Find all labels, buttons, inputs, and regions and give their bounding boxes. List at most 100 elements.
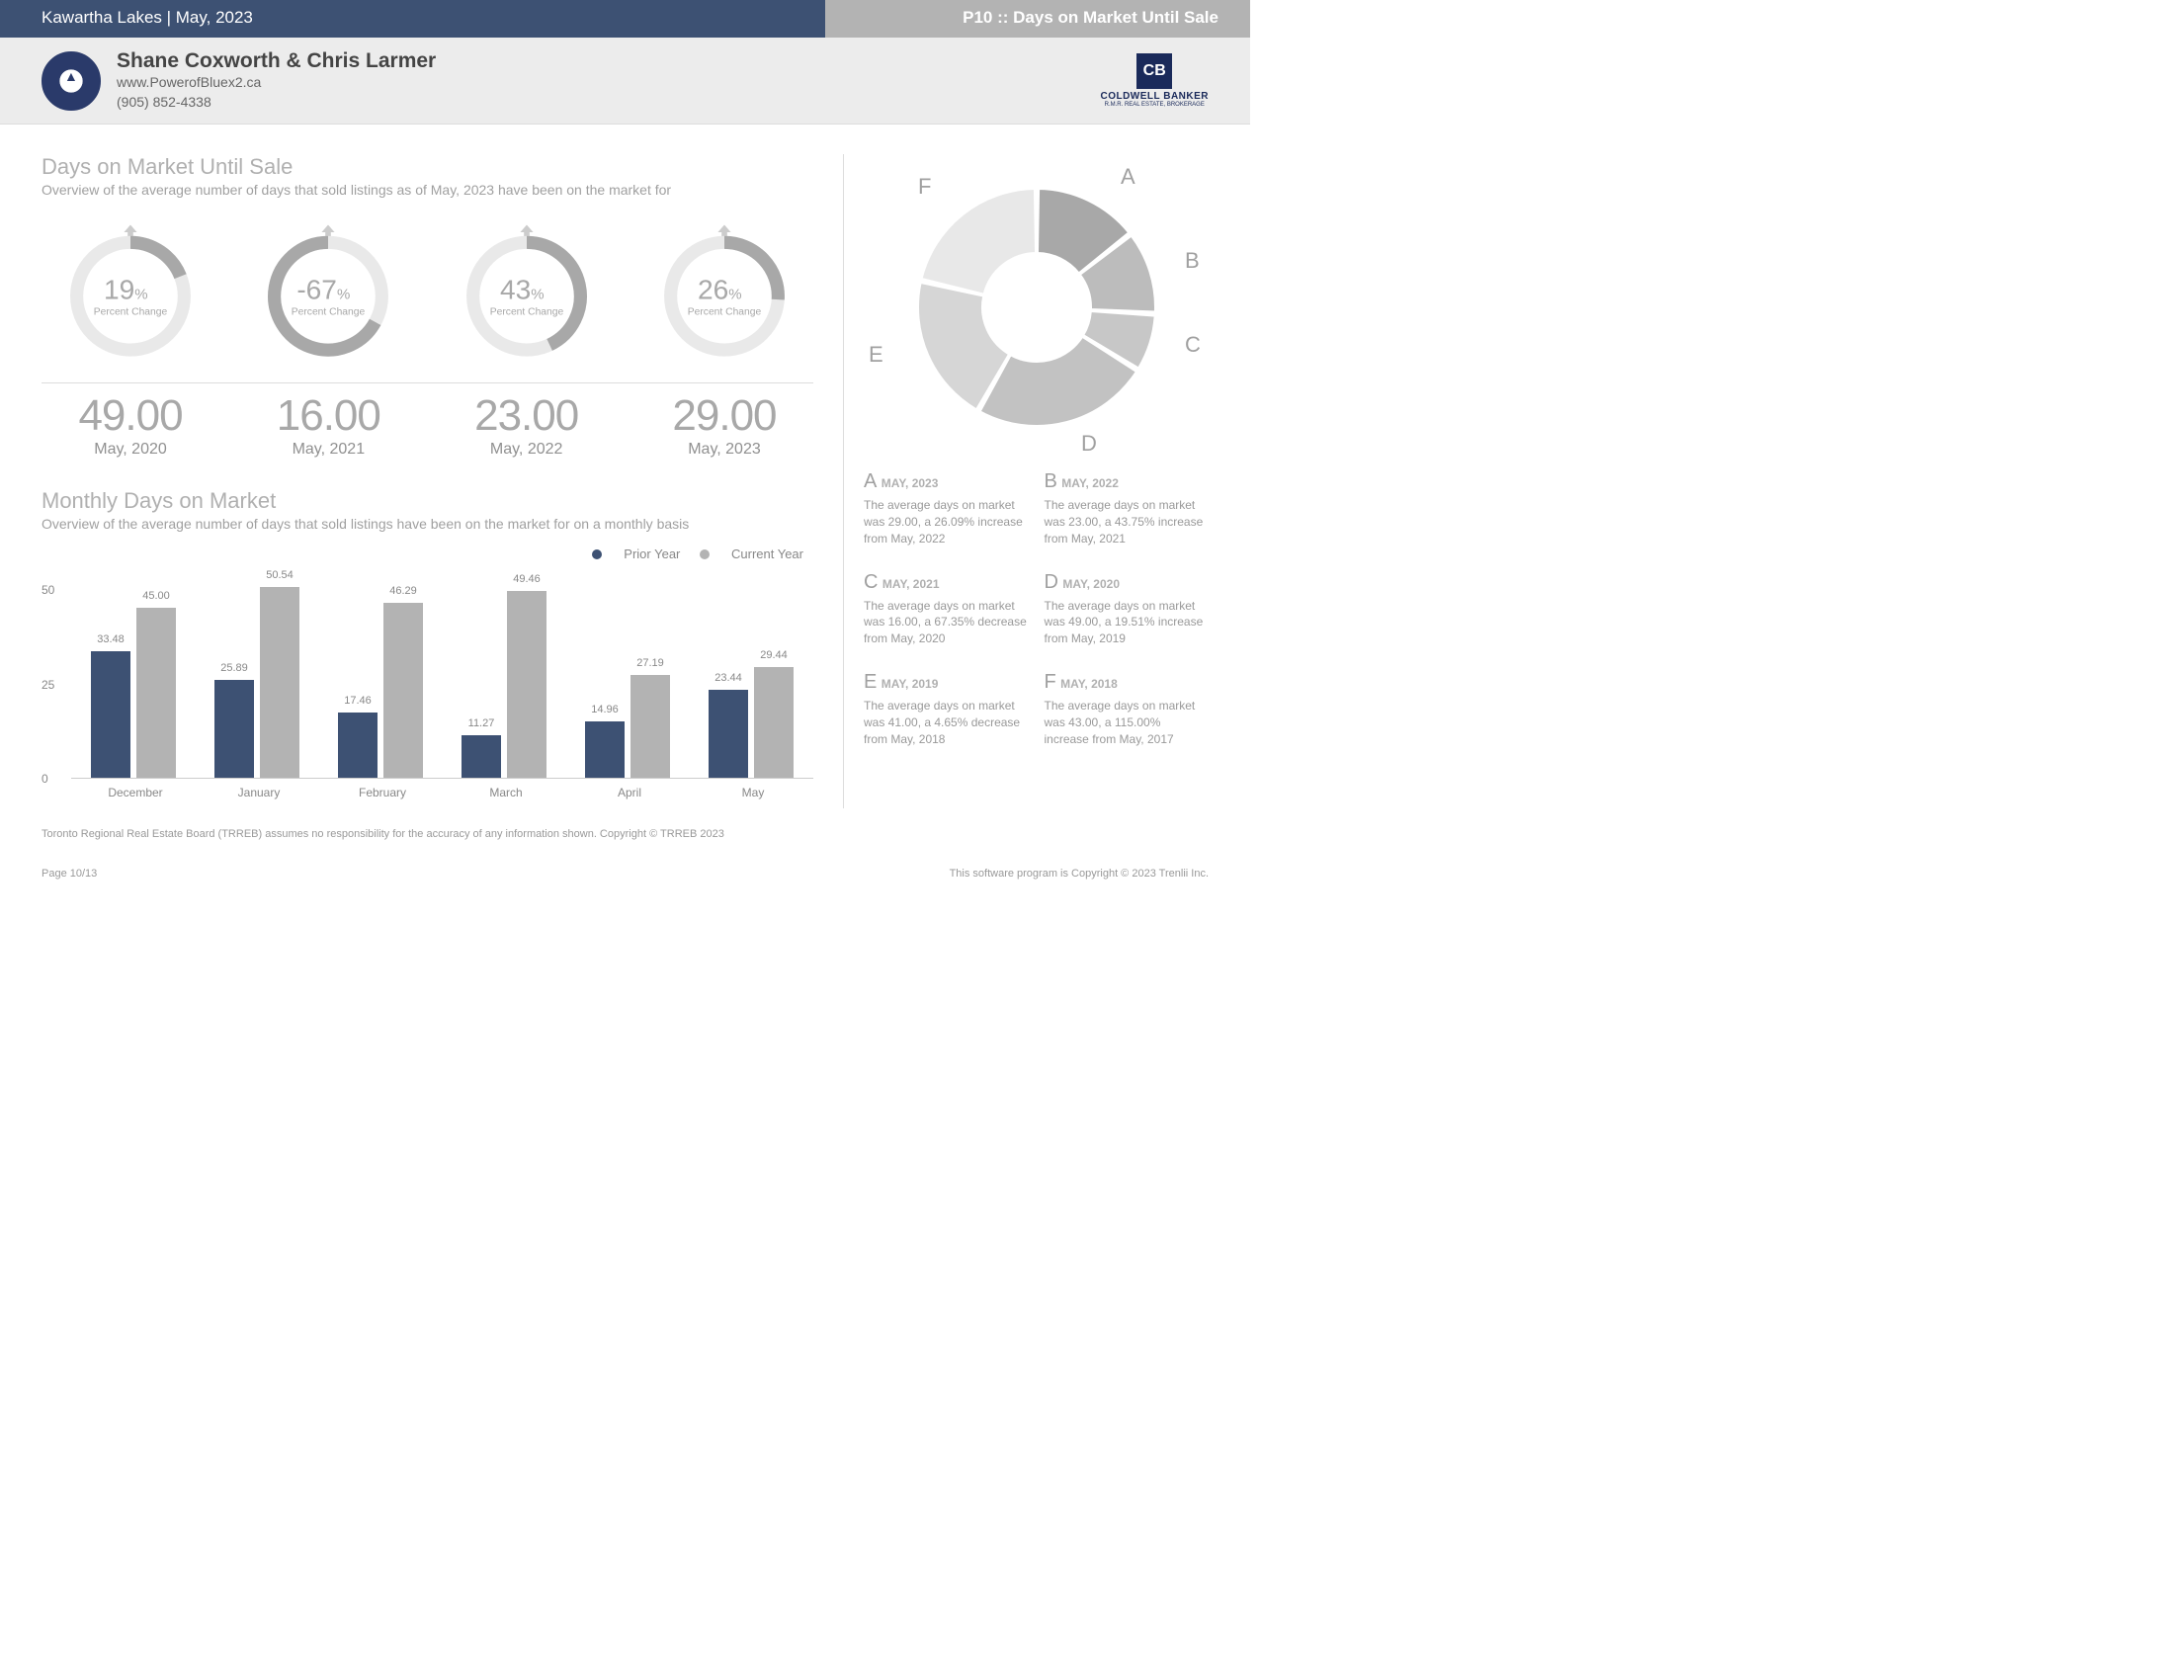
summary-E: E MAY, 2019 The average days on market w… [864,671,1029,747]
summary-A: A MAY, 2023 The average days on market w… [864,470,1029,546]
agent-phone: (905) 852-4338 [117,93,436,113]
big-num-0: 49.00 May, 2020 [42,391,219,459]
bar-current: 49.46 [507,591,546,778]
house-icon [717,225,730,238]
svg-text:19%: 19% [104,275,148,305]
left-column: Days on Market Until Sale Overview of th… [42,154,813,808]
bar-prior: 17.46 [338,713,378,779]
house-icon [322,225,335,238]
top-bar: Kawartha Lakes | May, 2023 P10 :: Days o… [0,0,1250,38]
section2-subtitle: Overview of the average number of days t… [42,516,813,532]
x-label: April [585,786,674,799]
gauges-row: 19% Percent Change -67% Percent Change 4… [42,217,813,383]
x-label: March [462,786,550,799]
bar-prior: 33.48 [91,651,130,778]
bar-group-January: 25.89 50.54 [214,587,303,778]
y-tick: 50 [42,583,54,597]
big-num-value: 49.00 [42,391,219,441]
big-num-date: May, 2020 [42,441,219,459]
svg-text:Percent Change: Percent Change [292,307,366,318]
x-label: January [214,786,303,799]
footer-disclaimer: Toronto Regional Real Estate Board (TRRE… [42,828,1209,840]
bar-current: 50.54 [260,587,299,778]
big-num-1: 16.00 May, 2021 [239,391,417,459]
bar-group-February: 17.46 46.29 [338,603,427,778]
summary-C: C MAY, 2021 The average days on market w… [864,571,1029,647]
svg-text:Percent Change: Percent Change [688,307,762,318]
bar-group-April: 14.96 27.19 [585,675,674,778]
brand-sub: R.M.R. REAL ESTATE, BROKERAGE [1100,102,1209,108]
big-num-date: May, 2021 [239,441,417,459]
bar-current: 45.00 [136,608,176,778]
bar-current: 46.29 [383,603,423,778]
y-tick: 25 [42,678,54,692]
donut-chart: ABCDEF [864,154,1209,461]
big-num-value: 16.00 [239,391,417,441]
bar-group-December: 33.48 45.00 [91,608,180,778]
summary-B: B MAY, 2022 The average days on market w… [1045,470,1210,546]
donut-seg-F [922,189,1036,294]
section2-title: Monthly Days on Market [42,488,813,514]
main-content: Days on Market Until Sale Overview of th… [0,125,1250,818]
big-numbers-row: 49.00 May, 2020 16.00 May, 2021 23.00 Ma… [42,391,813,459]
footer: Toronto Regional Real Estate Board (TRRE… [0,818,1250,899]
legend-current: Current Year [700,546,803,561]
donut-svg [864,154,1210,461]
section1-title: Days on Market Until Sale [42,154,813,180]
right-column: ABCDEF A MAY, 2023 The average days on m… [843,154,1209,808]
gauge-2: 43% Percent Change [438,217,616,371]
gauge-0: 19% Percent Change [42,217,219,371]
donut-label-F: F [918,174,931,200]
big-num-value: 23.00 [438,391,616,441]
bar-chart: Prior Year Current Year 02550 33.48 45.0… [42,551,813,808]
gauge-3: 26% Percent Change [635,217,813,371]
header: Shane Coxworth & Chris Larmer www.Powero… [0,38,1250,125]
gauge-1: -67% Percent Change [239,217,417,371]
x-label: February [338,786,427,799]
topbar-location: Kawartha Lakes | May, 2023 [0,0,825,38]
bar-prior: 23.44 [709,690,748,778]
summary-F: F MAY, 2018 The average days on market w… [1045,671,1210,747]
brand-name: COLDWELL BANKER [1100,91,1209,102]
svg-text:Percent Change: Percent Change [94,307,168,318]
bar-current: 29.44 [754,667,794,778]
svg-text:26%: 26% [698,275,742,305]
big-num-3: 29.00 May, 2023 [635,391,813,459]
footer-copyright: This software program is Copyright © 202… [950,868,1209,880]
legend-prior: Prior Year [592,546,680,561]
house-icon [520,225,533,238]
chart-legend: Prior Year Current Year [576,546,803,562]
svg-text:-67%: -67% [297,275,351,305]
summaries-grid: A MAY, 2023 The average days on market w… [864,470,1209,747]
bar-current: 27.19 [630,675,670,778]
donut-label-A: A [1121,164,1135,190]
donut-label-D: D [1081,431,1097,457]
x-label: May [709,786,798,799]
big-num-date: May, 2022 [438,441,616,459]
agent-info: Shane Coxworth & Chris Larmer www.Powero… [117,49,436,112]
svg-text:Percent Change: Percent Change [489,307,563,318]
chart-area: 02550 33.48 45.00 December 25.89 50.54 J… [71,571,813,779]
bar-group-March: 11.27 49.46 [462,591,550,778]
topbar-page-title: P10 :: Days on Market Until Sale [825,0,1250,38]
bar-group-May: 23.44 29.44 [709,667,798,778]
big-num-value: 29.00 [635,391,813,441]
donut-label-E: E [869,342,883,368]
brand-block: CB COLDWELL BANKER R.M.R. REAL ESTATE, B… [1100,53,1209,108]
big-num-2: 23.00 May, 2022 [438,391,616,459]
footer-page: Page 10/13 [42,868,97,880]
donut-label-B: B [1185,248,1200,274]
agent-website: www.PowerofBluex2.ca [117,73,436,93]
bar-prior: 14.96 [585,721,625,778]
summary-D: D MAY, 2020 The average days on market w… [1045,571,1210,647]
brand-icon: CB [1136,53,1172,89]
house-icon [124,225,136,238]
bar-prior: 25.89 [214,680,254,778]
section1-subtitle: Overview of the average number of days t… [42,182,813,198]
bar-prior: 11.27 [462,735,501,778]
svg-text:43%: 43% [500,275,545,305]
x-label: December [91,786,180,799]
agent-logo-icon [42,51,101,111]
agent-name: Shane Coxworth & Chris Larmer [117,49,436,73]
big-num-date: May, 2023 [635,441,813,459]
